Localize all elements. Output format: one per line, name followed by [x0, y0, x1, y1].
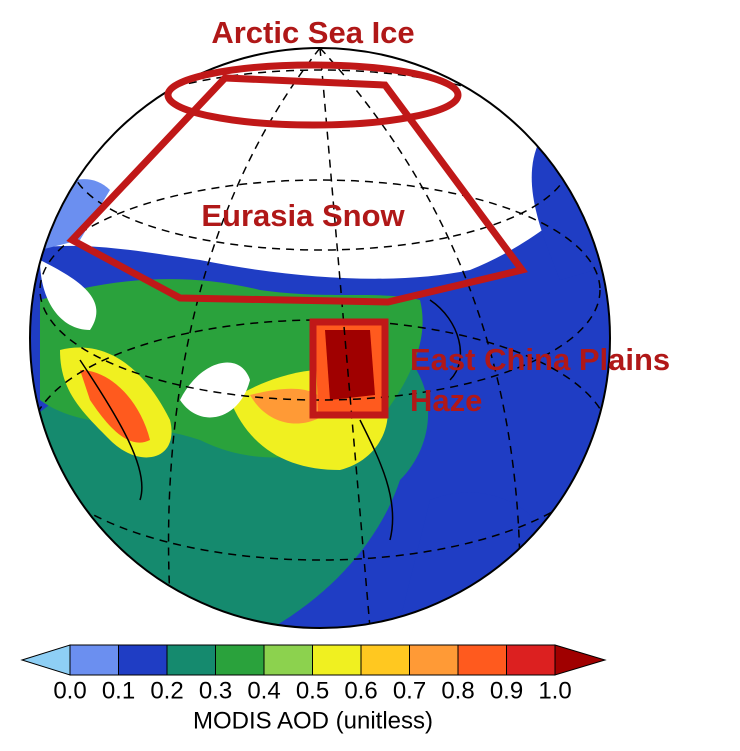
colorbar-segment: [360, 644, 410, 676]
regions: [66, 61, 528, 419]
colorbar-tick-label: 0.7: [393, 677, 426, 704]
colorbar-tick-label: 1.0: [538, 677, 571, 704]
colorbar-segment: [118, 644, 168, 676]
colorbar-tick-label: 0.5: [296, 677, 329, 704]
colorbar-segment: [312, 644, 362, 676]
colorbar-segment: [263, 644, 313, 676]
colorbar-segment: [215, 644, 265, 676]
colorbar-end: [554, 644, 607, 676]
colorbar-segment: [409, 644, 459, 676]
colorbar-tick-label: 0.3: [199, 677, 232, 704]
colorbar-segment: [69, 644, 119, 676]
label: East China Plains: [410, 342, 670, 377]
globe-outline: [29, 47, 611, 629]
colorbar-tick-label: 0.8: [441, 677, 474, 704]
label: Arctic Sea Ice: [211, 15, 414, 50]
colorbar-tick-label: 0.4: [247, 677, 280, 704]
label: Haze: [410, 383, 482, 418]
colorbar-tick-label: 0.9: [490, 677, 523, 704]
colorbar-segment: [457, 644, 507, 676]
colorbar-tick-label: 0.0: [53, 677, 86, 704]
colorbar: 0.0 0.1 0.2 0.3 0.4 0.5 0.6 0.7 0.8 0.9 1.0: [20, 644, 607, 704]
label: Eurasia Snow: [201, 198, 405, 233]
globe: [30, 48, 610, 628]
colorbar-tick-label: 0.1: [102, 677, 135, 704]
colorbar-tick-label: 0.6: [344, 677, 377, 704]
colorbar-segment: [506, 644, 556, 676]
colorbar-end: [20, 644, 71, 676]
colorbar-title: MODIS AOD (unitless): [193, 707, 433, 734]
colorbar-tick-label: 0.2: [150, 677, 183, 704]
colorbar-segment: [166, 644, 216, 676]
